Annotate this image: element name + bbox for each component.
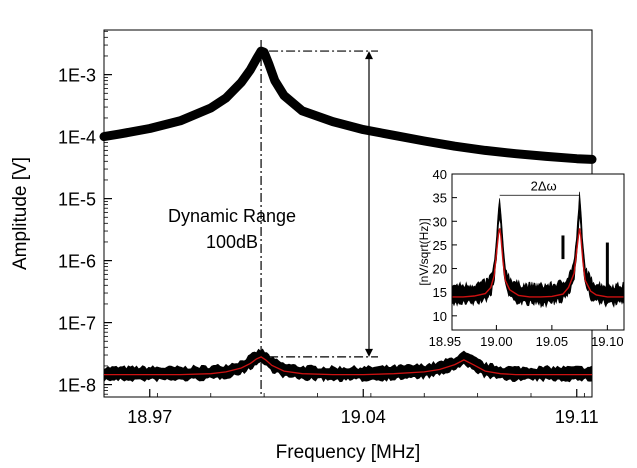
- inset-y-tick-label: 20: [433, 262, 447, 277]
- inset-plot-frame: [451, 173, 625, 331]
- main-x-tick-label: 19.04: [341, 407, 386, 427]
- range-arrow-head-bottom: [365, 348, 373, 357]
- inset-y-tick-label: 10: [433, 309, 447, 324]
- main-y-tick-label: 1E-6: [58, 252, 96, 272]
- noise-spike: [403, 366, 408, 374]
- inset-x-tick-label: 18.95: [429, 334, 462, 349]
- inset-y-tick-label: 25: [433, 238, 447, 253]
- main-x-tick-label: 18.97: [127, 407, 172, 427]
- main-x-tick-label: 19.11: [555, 407, 599, 427]
- main-x-axis-ticks: 18.97 19.04 19.11: [103, 389, 599, 427]
- inset-series-fit: [452, 228, 624, 298]
- dynamic-range-label: Dynamic Range: [168, 206, 296, 226]
- inset-y-axis-ticks: 10 15 20 25 30 35 40: [433, 167, 457, 324]
- main-series: [99, 46, 597, 384]
- inset-y-axis-label: [nV/sqrt(Hz)]: [417, 218, 431, 285]
- main-plot: 1E-8 1E-7 1E-6 1E-5 1E-4 1E-3 18.97 19.04 19.11…: [10, 29, 599, 463]
- main-y-tick-label: 1E-7: [58, 314, 96, 334]
- inset-plot: 10 15 20 25 30 35 40 18.95 19.00 19.05 19.10 [nV/…: [417, 167, 625, 349]
- main-y-tick-label: 1E-8: [58, 376, 96, 396]
- inset-plot-background: [452, 174, 624, 330]
- main-y-axis-label: Amplitude [V]: [10, 157, 31, 270]
- inset-x-tick-label: 19.10: [591, 334, 624, 349]
- series-noise-floor: [103, 348, 593, 384]
- dynamic-range-annotation: [260, 40, 378, 397]
- inset-y-tick-label: 40: [433, 167, 447, 182]
- main-y-tick-label: 1E-3: [58, 66, 96, 86]
- series-resonance-amplitude: [99, 46, 597, 164]
- range-arrow-head-top: [365, 51, 373, 60]
- inset-x-axis-ticks: 18.95 19.00 19.05 19.10: [429, 325, 624, 349]
- series-fit: [104, 356, 592, 376]
- noise-spike: [525, 368, 530, 374]
- main-y-tick-label: 1E-5: [58, 190, 96, 210]
- inset-y-tick-label: 30: [433, 214, 447, 229]
- dynamic-range-value: 100dB: [206, 232, 258, 252]
- main-x-axis-label: Frequency [MHz]: [276, 442, 421, 463]
- main-y-tick-label: 1E-4: [58, 128, 96, 148]
- inset-spike: [605, 242, 609, 293]
- inset-y-tick-label: 15: [433, 285, 447, 300]
- inset-y-tick-label: 35: [433, 191, 447, 206]
- inset-x-tick-label: 19.00: [480, 334, 513, 349]
- linewidth-label: 2Δω: [531, 178, 557, 193]
- inset-spike: [561, 235, 565, 260]
- inset-x-tick-label: 19.05: [536, 334, 569, 349]
